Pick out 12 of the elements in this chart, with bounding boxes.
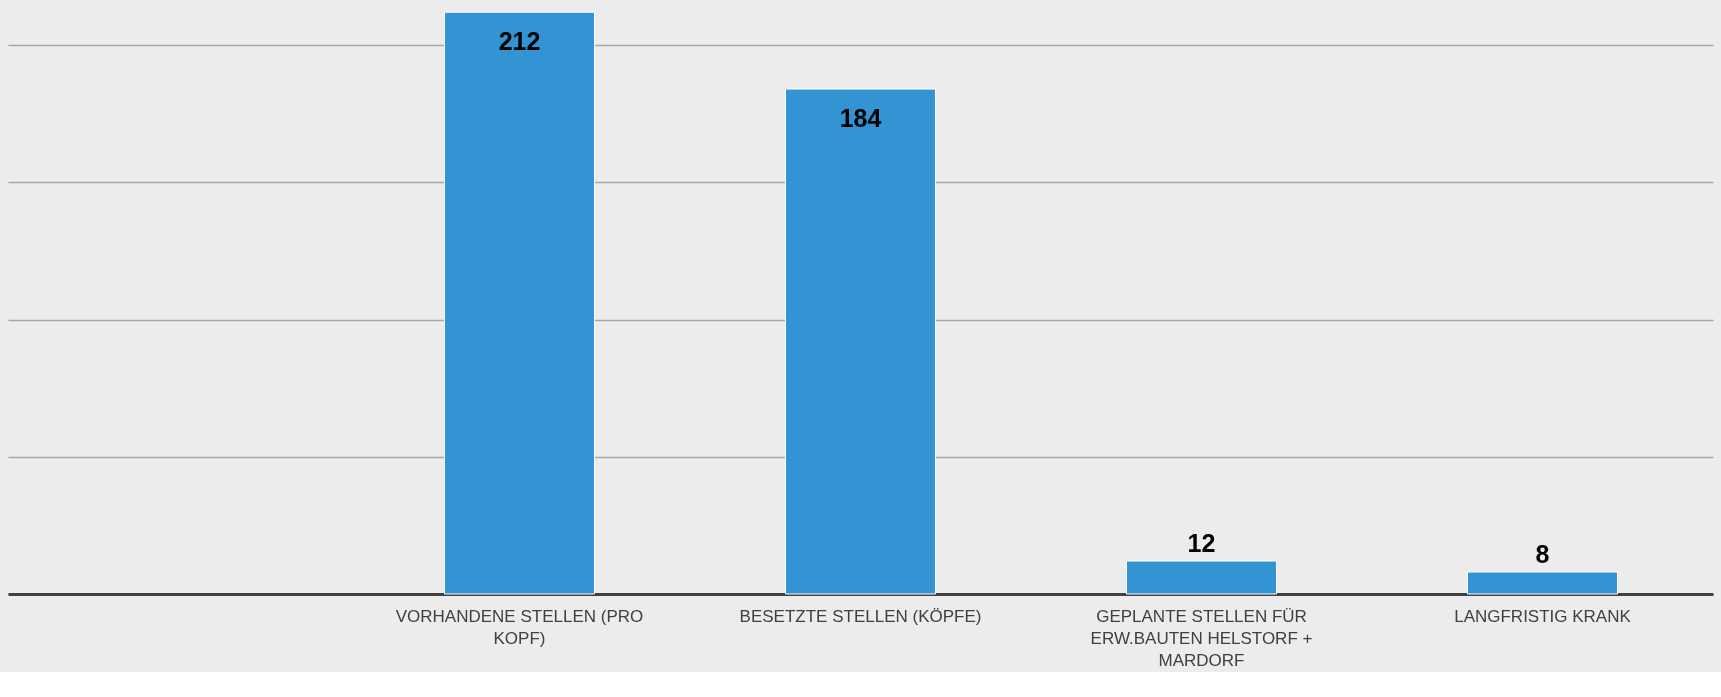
data-label: 12 — [1187, 529, 1216, 558]
x-tick-label: VORHANDENE STELLEN (PRO KOPF) — [395, 606, 644, 648]
x-tick-label: LANGFRISTIG KRANK — [1454, 606, 1632, 626]
x-tick-label: BESETZTE STELLEN (KÖPFE) — [739, 606, 982, 626]
bar — [444, 11, 595, 595]
bar — [785, 88, 936, 595]
data-label: 184 — [839, 104, 882, 133]
data-label: 212 — [498, 27, 541, 56]
data-label: 8 — [1535, 540, 1550, 569]
x-tick-label: GEPLANTE STELLEN FÜR ERW.BAUTEN HELSTORF + MARDORF — [1090, 606, 1313, 670]
bar — [1126, 560, 1277, 595]
bar — [1467, 571, 1618, 595]
